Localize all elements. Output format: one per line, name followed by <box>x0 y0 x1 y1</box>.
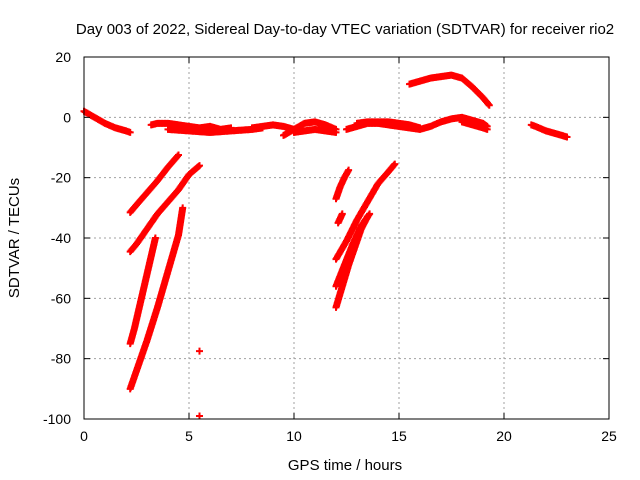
chart-title: Day 003 of 2022, Sidereal Day-to-day VTE… <box>76 21 614 38</box>
data-point-marker <box>563 133 571 141</box>
data-point-marker <box>332 128 340 136</box>
data-point-marker <box>196 162 203 170</box>
y-tick-label: -100 <box>43 411 71 427</box>
series-arc-1 <box>80 107 134 136</box>
series-arc-10 <box>406 71 493 109</box>
data-point-marker <box>483 125 491 133</box>
y-tick-label: 20 <box>55 49 71 65</box>
series-arc-20 <box>332 210 374 290</box>
data-point-marker <box>366 210 374 218</box>
x-tick-label: 25 <box>601 428 617 444</box>
y-tick-label: -80 <box>51 351 71 367</box>
y-tick-label: 0 <box>63 109 71 125</box>
series-arc-3 <box>164 124 266 136</box>
series-arc-18 <box>332 160 399 263</box>
y-tick-label: -20 <box>51 170 71 186</box>
x-tick-label: 10 <box>286 428 302 444</box>
series-arc-15 <box>126 204 187 393</box>
x-tick-label: 0 <box>80 428 88 444</box>
axis-ticks: 20 0 -20 -40 -60 -80 -100 0 5 10 15 20 25 <box>43 49 617 444</box>
series-arc-16 <box>332 166 353 203</box>
series-arc-14 <box>126 234 159 348</box>
data-point-marker <box>391 160 399 168</box>
data-series <box>80 71 571 420</box>
data-point-marker <box>196 347 203 355</box>
x-axis-label: GPS time / hours <box>288 457 402 474</box>
y-axis-label: SDTVAR / TECUs <box>6 178 23 298</box>
series-arc-17 <box>334 210 346 227</box>
data-point-marker <box>179 204 187 212</box>
series-arc-13 <box>126 162 203 256</box>
data-point-marker <box>196 412 203 420</box>
data-point-marker <box>151 234 159 242</box>
series-arc-12 <box>126 151 182 216</box>
series-arc-8 <box>343 113 491 133</box>
y-tick-label: -60 <box>51 290 71 306</box>
x-tick-label: 5 <box>185 428 193 444</box>
series-outlier-1 <box>196 347 203 355</box>
series-arc-6 <box>290 125 340 136</box>
data-point-marker <box>485 101 493 109</box>
data-point-marker <box>338 210 346 218</box>
series-outlier-2 <box>196 412 203 420</box>
series-arc-9 <box>458 118 491 133</box>
x-tick-label: 20 <box>496 428 512 444</box>
data-point-marker <box>126 128 134 136</box>
series-arc-11 <box>527 121 571 141</box>
data-point-marker <box>345 166 353 174</box>
y-tick-label: -40 <box>51 230 71 246</box>
data-point-marker <box>175 151 182 159</box>
x-tick-label: 15 <box>391 428 407 444</box>
